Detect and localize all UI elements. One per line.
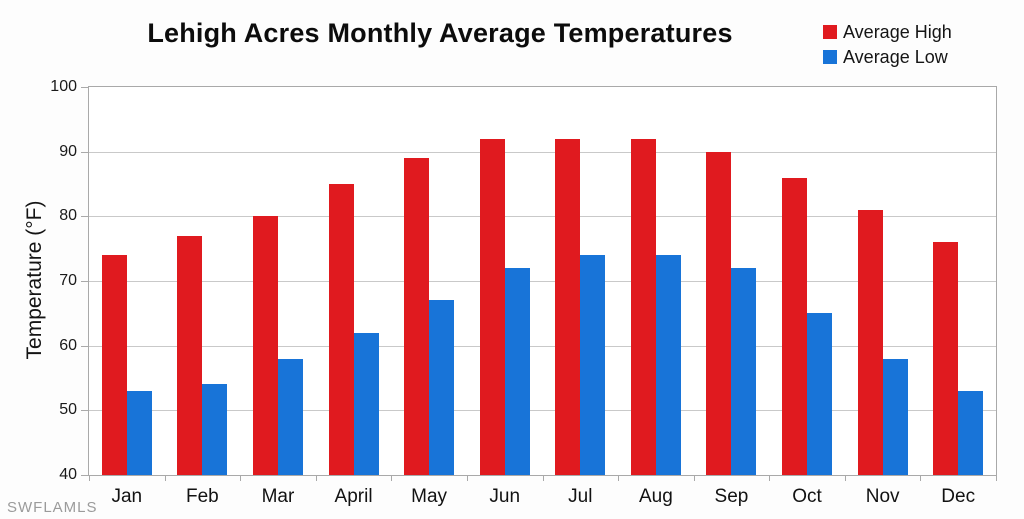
y-tick-label-70: 70 [59,272,77,289]
y-tick-mark-70 [81,281,89,282]
bar-average-low-dec [958,390,984,475]
gridline-60 [89,345,996,347]
x-tick-mark-12 [996,475,997,481]
legend-swatch-low-icon [823,50,837,64]
gridline-50 [89,410,996,412]
y-tick-label-90: 90 [59,142,77,160]
bar-average-low-oct [807,313,833,475]
plot-area: 100 90 80 70 60 50 40 Jan Feb Mar April May Jun Jul Au… [50,78,997,507]
bar-average-high-sep [706,151,732,475]
bar-average-low-aug [655,255,681,475]
x-tick-label-may: May [411,486,448,507]
y-tick-mark-90 [81,151,89,153]
x-tick-label-sep: Sep [714,486,749,507]
bar-average-low-sep [731,268,757,475]
bar-average-low-may [429,300,455,475]
bar-average-high-aug [630,138,656,475]
bar-average-high-jun [479,138,505,475]
x-tick-mark-6 [542,475,544,481]
x-tick-label-mar: Mar [261,486,295,507]
bar-group-may [391,87,467,475]
bar-average-low-nov [882,358,908,475]
bar-average-low-feb [202,384,228,475]
x-tick-mark-7 [618,475,620,481]
legend-label-high: Average High [843,22,952,42]
x-tick-label-aug: Aug [638,486,673,507]
bar-group-aug [618,87,694,475]
gridline-70 [89,281,996,282]
bar-group-mar [240,87,316,475]
y-tick-label-100: 100 [50,78,77,95]
watermark: SWFLAMLS [7,499,98,516]
x-tick-label-oct: Oct [792,486,822,507]
x-tick-mark-8 [693,475,695,481]
bar-average-high-nov [857,209,883,475]
x-tick-label-feb: Feb [185,486,219,507]
legend: Average High Average Low [823,21,952,71]
x-tick-mark-3 [315,475,317,481]
bar-average-low-april [353,332,379,475]
bar-average-low-jan [126,390,152,475]
x-tick-mark-1 [164,475,166,481]
x-tick-label-jun: Jun [489,486,521,507]
bar-average-high-jan [101,255,127,475]
legend-label-low: Average Low [843,47,948,67]
x-tick-label-dec: Dec [941,486,976,507]
gridline-80 [89,216,996,218]
y-tick-mark-100 [81,87,89,88]
bar-group-feb [165,87,241,475]
chart-title: Lehigh Acres Monthly Average Temperature… [147,18,733,48]
x-tick-label-jul: Jul [568,486,593,507]
bar-average-high-feb [177,235,203,475]
x-tick-label-nov: Nov [865,486,900,507]
bar-group-oct [769,87,845,475]
bar-group-april [316,87,392,475]
bar-average-high-april [328,184,354,475]
y-tick-label-50: 50 [59,401,77,419]
y-tick-mark-60 [81,345,89,347]
gridline-90 [89,151,996,153]
y-axis-title: Temperature (°F) [23,200,46,360]
y-tick-label-80: 80 [59,207,77,225]
bar-average-low-mar [277,358,303,475]
y-tick-label-40: 40 [59,466,77,483]
legend-swatch-high-icon [823,25,837,39]
x-tick-label-april: April [334,486,373,507]
bar-group-jul [543,87,619,475]
x-tick-mark-4 [391,475,393,481]
bar-average-high-mar [252,216,278,475]
x-tick-mark-5 [466,475,468,481]
bar-average-high-jul [555,138,581,475]
bar-average-low-jul [580,255,606,475]
x-tick-mark-10 [844,475,846,481]
y-tick-mark-50 [81,410,89,412]
bar-group-jun [467,87,543,475]
bar-group-jan [89,87,165,475]
x-tick-label-jan: Jan [111,486,143,507]
bar-average-low-jun [504,268,530,475]
y-tick-label-60: 60 [59,336,77,354]
x-tick-mark-2 [240,475,242,481]
y-tick-mark-40 [81,475,89,476]
y-tick-mark-80 [81,216,89,218]
bar-group-sep [694,87,770,475]
legend-entry-average-high: Average High [823,21,952,43]
bar-group-nov [845,87,921,475]
legend-entry-average-low: Average Low [823,46,952,68]
bar-average-high-dec [933,242,959,475]
bar-average-high-oct [782,177,808,475]
bar-average-high-may [404,158,430,475]
bar-group-dec [920,87,996,475]
x-tick-mark-9 [769,475,771,481]
x-tick-mark-0 [89,475,90,481]
x-tick-mark-11 [920,475,922,481]
